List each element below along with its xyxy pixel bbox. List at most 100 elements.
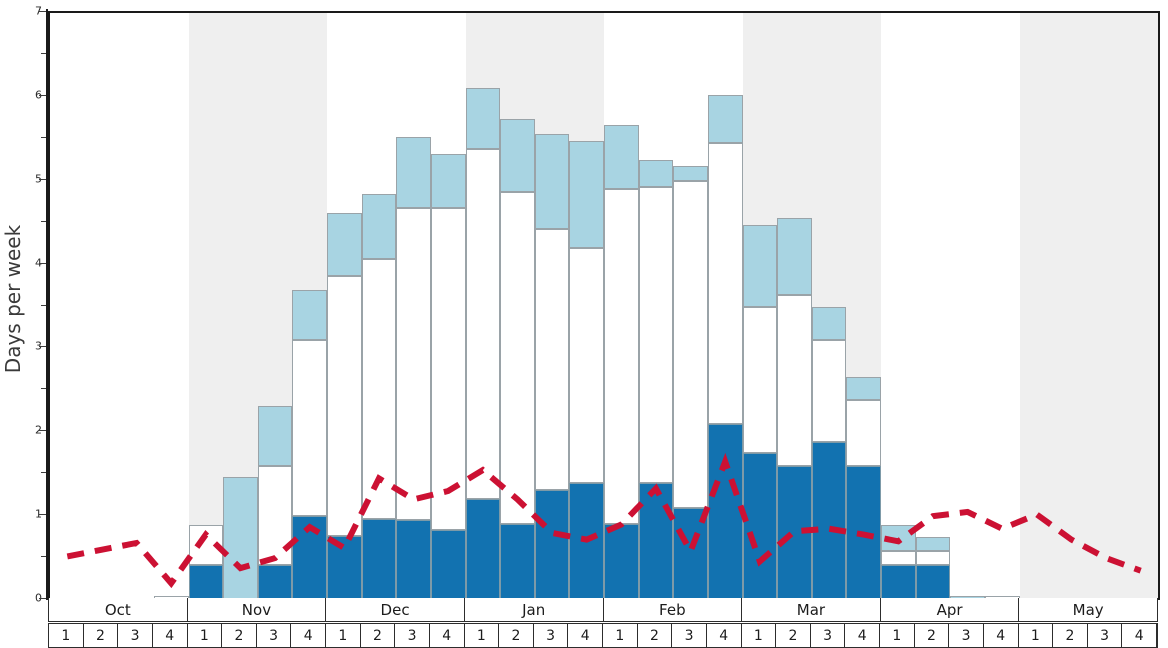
y-tick-label: 1 bbox=[20, 508, 42, 521]
y-axis-line bbox=[46, 9, 48, 600]
bar-group[interactable] bbox=[465, 13, 501, 600]
bar-segment-middle bbox=[534, 228, 570, 491]
y-tick-major bbox=[39, 178, 46, 180]
bar-group[interactable] bbox=[153, 13, 189, 600]
bar-group[interactable] bbox=[396, 13, 431, 600]
week-label: 4 bbox=[568, 624, 603, 647]
month-label-may: May bbox=[1072, 600, 1104, 619]
bar-group[interactable] bbox=[569, 13, 604, 600]
bar-segment-upper bbox=[223, 476, 258, 600]
bar-segment-lower bbox=[742, 453, 778, 600]
week-label: 3 bbox=[395, 624, 430, 647]
bar-segment-lower bbox=[673, 507, 708, 600]
week-label: 4 bbox=[707, 624, 742, 647]
bar-group[interactable] bbox=[188, 13, 224, 600]
week-label: 4 bbox=[291, 624, 326, 647]
y-tick-major bbox=[39, 346, 46, 348]
month-label-mar: Mar bbox=[742, 598, 881, 621]
bar-segment-lower bbox=[430, 530, 466, 600]
week-label: 1 bbox=[326, 624, 361, 647]
y-tick-label: 3 bbox=[20, 340, 42, 353]
bar-segment-lower bbox=[846, 465, 881, 600]
bar-segment-upper bbox=[811, 306, 847, 341]
bar-segment-upper bbox=[604, 124, 639, 190]
y-tick-major bbox=[39, 94, 46, 96]
bar-segment-middle bbox=[811, 340, 847, 442]
bar-segment-middle bbox=[777, 294, 812, 466]
bar-group[interactable] bbox=[673, 13, 708, 600]
bar-group[interactable] bbox=[638, 13, 674, 600]
bar-group[interactable] bbox=[950, 13, 985, 600]
bar-group[interactable] bbox=[500, 13, 535, 600]
bar-group[interactable] bbox=[984, 13, 1020, 600]
week-label: 3 bbox=[534, 624, 569, 647]
bar-group[interactable] bbox=[361, 13, 397, 600]
bar-segment-middle bbox=[569, 247, 604, 484]
bar-segment-middle bbox=[673, 180, 708, 508]
bar-group[interactable] bbox=[292, 13, 327, 600]
bar-segment-middle bbox=[465, 148, 501, 500]
week-label: 3 bbox=[811, 624, 846, 647]
bar-group[interactable] bbox=[327, 13, 362, 600]
bar-group[interactable] bbox=[846, 13, 881, 600]
bar-segment-middle bbox=[292, 340, 327, 517]
bar-group[interactable] bbox=[223, 13, 258, 600]
bar-group[interactable] bbox=[604, 13, 639, 600]
week-label: 1 bbox=[49, 624, 84, 647]
week-label: 2 bbox=[361, 624, 396, 647]
bar-group[interactable] bbox=[742, 13, 778, 600]
week-label: 1 bbox=[742, 624, 777, 647]
week-label: 4 bbox=[1122, 624, 1157, 647]
week-label: 2 bbox=[499, 624, 534, 647]
bar-group[interactable] bbox=[915, 13, 951, 600]
week-label: 1 bbox=[880, 624, 915, 647]
bar-segment-upper bbox=[430, 153, 466, 208]
bar-group[interactable] bbox=[534, 13, 570, 600]
y-tick-label: 7 bbox=[20, 5, 42, 18]
bar-segment-middle bbox=[707, 143, 743, 424]
plot-area bbox=[48, 11, 1160, 600]
bar-segment-upper bbox=[257, 406, 293, 466]
week-label: 2 bbox=[222, 624, 257, 647]
week-label: 2 bbox=[1053, 624, 1088, 647]
week-label: 3 bbox=[949, 624, 984, 647]
month-axis-row: Oct Nov Dec Jan Feb Mar Apr May bbox=[48, 598, 1158, 622]
week-label: 1 bbox=[1019, 624, 1054, 647]
y-tick-minor bbox=[41, 388, 46, 390]
bar-segment-lower bbox=[777, 465, 812, 600]
bar-segment-lower bbox=[257, 564, 293, 600]
bar-segment-lower bbox=[188, 564, 224, 600]
bar-group[interactable] bbox=[257, 13, 293, 600]
y-tick-major bbox=[39, 262, 46, 264]
y-tick-minor bbox=[41, 472, 46, 474]
bar-segment-upper bbox=[465, 88, 501, 149]
bar-segment-middle bbox=[361, 258, 397, 519]
bar-segment-upper bbox=[881, 524, 916, 552]
week-label: 3 bbox=[672, 624, 707, 647]
week-label: 1 bbox=[465, 624, 500, 647]
month-label-apr: Apr bbox=[881, 598, 1020, 621]
bar-segment-upper bbox=[534, 133, 570, 229]
bar-segment-lower bbox=[500, 523, 535, 600]
bar-segment-middle bbox=[742, 306, 778, 454]
bar-group[interactable] bbox=[777, 13, 812, 600]
bar-segment-upper bbox=[777, 218, 812, 295]
bar-segment-lower bbox=[638, 483, 674, 600]
bar-segment-middle bbox=[846, 400, 881, 466]
bar-segment-middle bbox=[396, 207, 431, 520]
week-label: 1 bbox=[603, 624, 638, 647]
bar-segment-upper bbox=[569, 141, 604, 248]
month-label-jan: Jan bbox=[465, 598, 604, 621]
bar-group[interactable] bbox=[430, 13, 466, 600]
bar-group[interactable] bbox=[881, 13, 916, 600]
bar-segment-middle bbox=[638, 187, 674, 484]
week-label: 1 bbox=[188, 624, 223, 647]
month-label-dec: Dec bbox=[326, 598, 465, 621]
bar-group[interactable] bbox=[811, 13, 847, 600]
bar-segment-lower bbox=[292, 516, 327, 600]
week-label: 4 bbox=[984, 624, 1019, 647]
y-tick-label: 0 bbox=[20, 592, 42, 605]
bar-group[interactable] bbox=[707, 13, 743, 600]
week-label: 3 bbox=[257, 624, 292, 647]
